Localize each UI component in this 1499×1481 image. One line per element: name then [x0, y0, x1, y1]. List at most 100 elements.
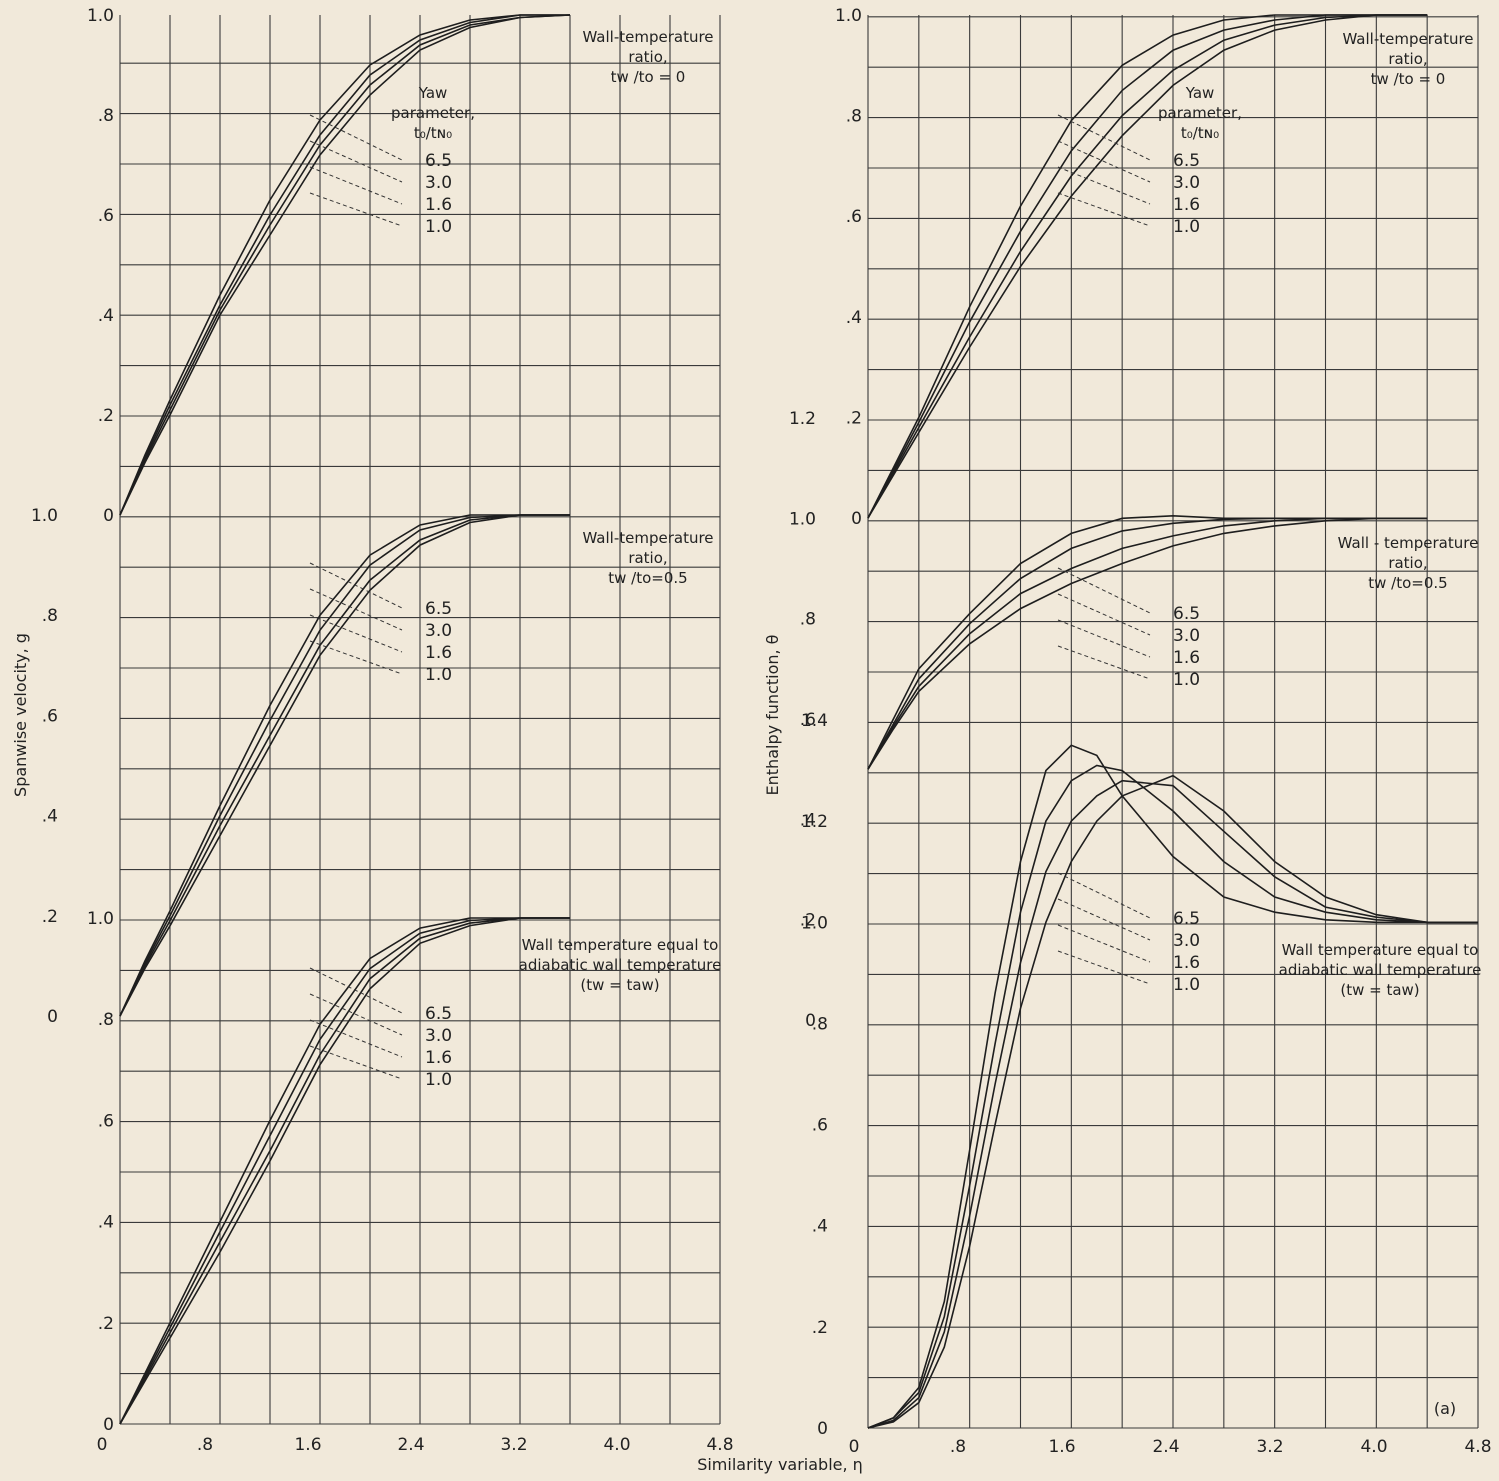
- curve-enthalpy-top-3.0: [867, 14, 1428, 519]
- curve-enthalpy-top-1.6: [867, 14, 1428, 519]
- curve-enthalpy-mid-1.6: [867, 517, 1428, 770]
- y-tick-label: .8: [800, 610, 816, 630]
- legend-value-1.6: 1.6: [1173, 648, 1200, 668]
- caption-line: Wall-temperature: [1342, 30, 1473, 48]
- curve-enthalpy-mid-3.0: [867, 517, 1428, 770]
- legend-value-3.0: 3.0: [425, 173, 452, 193]
- legend-leader: [1057, 114, 1151, 161]
- legend-value-6.5: 6.5: [425, 1004, 452, 1024]
- caption-line: tw /to=0.5: [608, 569, 687, 587]
- left-y-axis-label: Spanwise velocity, g: [11, 633, 30, 797]
- legend-leader: [309, 993, 403, 1036]
- caption-line: ratio,: [1388, 554, 1427, 572]
- legend-value-6.5: 6.5: [1173, 909, 1200, 929]
- caption-line: (tw = taw): [1340, 981, 1419, 999]
- legend-leader: [309, 1045, 403, 1080]
- y-tick-label: .2: [98, 1314, 114, 1334]
- y-tick-label: 1.0: [87, 6, 114, 26]
- legend-value-1.6: 1.6: [1173, 195, 1200, 215]
- legend-leader: [1057, 619, 1151, 658]
- x-tick-label-right: 2.4: [1152, 1437, 1179, 1457]
- x-axis-label: Similarity variable, η: [697, 1455, 863, 1474]
- legend-leader: [1057, 898, 1151, 941]
- legend-value-3.0: 3.0: [1173, 626, 1200, 646]
- legend-value-6.5: 6.5: [1173, 604, 1200, 624]
- curve-spanwise-bottom-6.5: [119, 917, 570, 1425]
- caption-line: (tw = taw): [580, 976, 659, 994]
- legend-value-1.0: 1.0: [425, 1070, 452, 1090]
- legend-value-3.0: 3.0: [425, 1026, 452, 1046]
- curve-spanwise-mid-1.6: [119, 514, 570, 1017]
- x-tick-label-right: 1.6: [1048, 1437, 1075, 1457]
- y-tick-label: 1.0: [835, 6, 862, 26]
- legend-value-1.0: 1.0: [1173, 670, 1200, 690]
- curve-enthalpy-bottom-1.6: [867, 779, 1478, 1429]
- legend-leader: [1057, 872, 1151, 919]
- legend-leader: [1057, 924, 1151, 963]
- caption-line: ratio,: [1388, 50, 1427, 68]
- x-tick-label-left: 3.2: [500, 1435, 527, 1455]
- legend-leader: [1057, 950, 1151, 985]
- legend-leader: [309, 640, 403, 675]
- yaw-parameter-label: parameter,: [391, 104, 475, 122]
- y-tick-label: 1.0: [87, 909, 114, 929]
- caption-line: Wall - temperature: [1338, 534, 1479, 552]
- y-tick-label: 0: [817, 1419, 828, 1439]
- yaw-parameter-label: t₀/tɴ₀: [1181, 124, 1219, 142]
- caption-line: tw /to = 0: [611, 68, 686, 86]
- yaw-parameter-label: parameter,: [1158, 104, 1242, 122]
- y-tick-label: .6: [800, 710, 816, 730]
- y-tick-label: .8: [42, 606, 58, 626]
- legend-value-3.0: 3.0: [1173, 931, 1200, 951]
- x-tick-label-left: 4.0: [603, 1435, 630, 1455]
- caption-line: Wall-temperature: [582, 529, 713, 547]
- legend-value-6.5: 6.5: [425, 599, 452, 619]
- curve-spanwise-top-6.5: [119, 14, 570, 516]
- y-tick-label: .2: [846, 408, 862, 428]
- y-tick-label: 0: [103, 506, 114, 526]
- y-tick-label: .4: [98, 1213, 114, 1233]
- x-tick-label-left: 0: [97, 1435, 108, 1455]
- legend-leader: [309, 967, 403, 1014]
- caption-line: Wall temperature equal to: [1282, 941, 1479, 959]
- legend-value-6.5: 6.5: [425, 151, 452, 171]
- right-y-axis-label: Enthalpy function, θ: [763, 635, 782, 796]
- x-tick-label-right: 4.8: [1464, 1437, 1491, 1457]
- legend-leader: [309, 114, 403, 161]
- labels-layer: 0 0.8.81.6 1.62.4 2.43.2 3.24.0 4.04.8 4.80.2.…: [31, 6, 1492, 1457]
- curve-spanwise-top-1.0: [119, 14, 571, 516]
- curve-spanwise-bottom-1.6: [119, 917, 570, 1425]
- y-tick-label: .4: [800, 810, 816, 830]
- y-tick-label: 0: [103, 1415, 114, 1435]
- curve-spanwise-bottom-1.0: [119, 917, 570, 1425]
- legend-value-1.0: 1.0: [1173, 975, 1200, 995]
- y-tick-label: .6: [812, 1116, 828, 1136]
- legend-leader: [1057, 192, 1151, 227]
- x-tick-label-right: .8: [950, 1437, 966, 1457]
- legend-leader: [1057, 593, 1151, 636]
- legend-leader: [1057, 567, 1151, 614]
- caption-line: tw /to = 0: [1371, 70, 1446, 88]
- panel-mark: (a): [1434, 1399, 1456, 1418]
- y-tick-label: 0: [851, 509, 862, 529]
- legend-value-1.0: 1.0: [425, 665, 452, 685]
- y-tick-label: .2: [800, 911, 816, 931]
- curve-enthalpy-bottom-6.5: [867, 744, 1478, 1429]
- y-tick-label: .6: [98, 1111, 114, 1131]
- y-tick-label: 1.0: [801, 913, 828, 933]
- x-tick-label-left: .8: [197, 1435, 213, 1455]
- legend-value-1.6: 1.6: [425, 643, 452, 663]
- curve-enthalpy-bottom-1.0: [867, 774, 1478, 1429]
- legend-value-1.6: 1.6: [425, 195, 452, 215]
- y-tick-label: 1.0: [31, 506, 58, 526]
- caption-line: adiabatic wall temperature: [519, 956, 722, 974]
- legend-leader: [309, 562, 403, 609]
- legend-value-3.0: 3.0: [425, 621, 452, 641]
- curve-enthalpy-bottom-3.0: [867, 764, 1478, 1429]
- y-tick-label: 1.4: [801, 711, 828, 731]
- y-tick-label: .2: [42, 907, 58, 927]
- legend-leader: [309, 588, 403, 631]
- x-tick-label-left: 4.8: [706, 1435, 733, 1455]
- legend-value-1.6: 1.6: [1173, 953, 1200, 973]
- legend-leader: [309, 192, 403, 227]
